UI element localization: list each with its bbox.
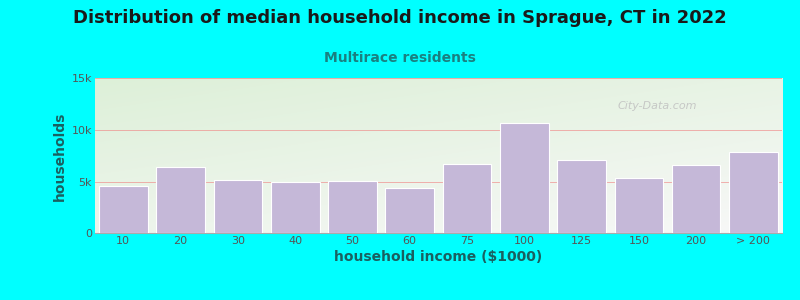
Bar bbox=[328, 181, 377, 233]
Y-axis label: households: households bbox=[54, 111, 67, 201]
X-axis label: household income ($1000): household income ($1000) bbox=[334, 250, 542, 264]
Text: Distribution of median household income in Sprague, CT in 2022: Distribution of median household income … bbox=[73, 9, 727, 27]
Bar bbox=[614, 178, 663, 233]
Bar bbox=[672, 165, 721, 233]
Bar bbox=[442, 164, 491, 233]
Bar bbox=[99, 186, 148, 233]
Bar bbox=[214, 180, 262, 233]
Bar bbox=[271, 182, 319, 233]
Bar bbox=[500, 123, 549, 233]
Bar bbox=[386, 188, 434, 233]
Bar bbox=[558, 160, 606, 233]
Text: Multirace residents: Multirace residents bbox=[324, 51, 476, 65]
Bar bbox=[729, 152, 778, 233]
Text: City-Data.com: City-Data.com bbox=[617, 101, 697, 111]
Bar bbox=[156, 167, 205, 233]
